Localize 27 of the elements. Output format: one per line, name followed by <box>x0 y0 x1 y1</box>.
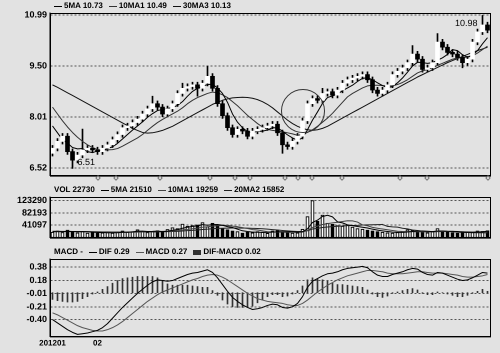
y-tick-label: -0.21 <box>26 301 47 312</box>
y-tick-label: 9.50 <box>29 60 47 71</box>
legend-label: 5MA 21510 <box>110 185 152 195</box>
y-tick-label: -0.40 <box>26 314 47 324</box>
y-tick-label: 0.38 <box>29 262 47 272</box>
legend-label: 10MA1 19259 <box>168 185 218 195</box>
x-tick-label: 02 <box>93 338 102 348</box>
x-tick-label: 201201 <box>39 338 66 348</box>
legend-label: 30MA3 10.13 <box>182 1 231 11</box>
y-tick-label: 10.99 <box>24 10 47 20</box>
legend-label: 5MA 10.73 <box>64 1 103 11</box>
annotation: 10.98 <box>454 18 478 28</box>
legend-label: 10MA1 10.49 <box>118 1 167 11</box>
chart-title: VOL 22730 <box>54 185 95 195</box>
y-tick-label: 123290 <box>16 195 47 206</box>
legend-label: 20MA2 15852 <box>234 185 284 195</box>
legend-label: DIF 0.29 <box>98 247 130 257</box>
y-tick-label: 0.18 <box>29 275 47 286</box>
y-tick-label: 8.01 <box>29 112 47 122</box>
y-tick-label: 82193 <box>22 207 47 218</box>
y-tick-label: 6.52 <box>29 162 47 173</box>
legend-label: DIF-MACD 0.02 <box>203 247 261 257</box>
legend-label: MACD 0.27 <box>146 247 188 257</box>
y-tick-label: 41097 <box>22 220 47 230</box>
chart-title: MACD - <box>54 247 83 257</box>
y-tick-label: -0.01 <box>26 288 47 298</box>
annotation: 6.51 <box>78 156 96 167</box>
